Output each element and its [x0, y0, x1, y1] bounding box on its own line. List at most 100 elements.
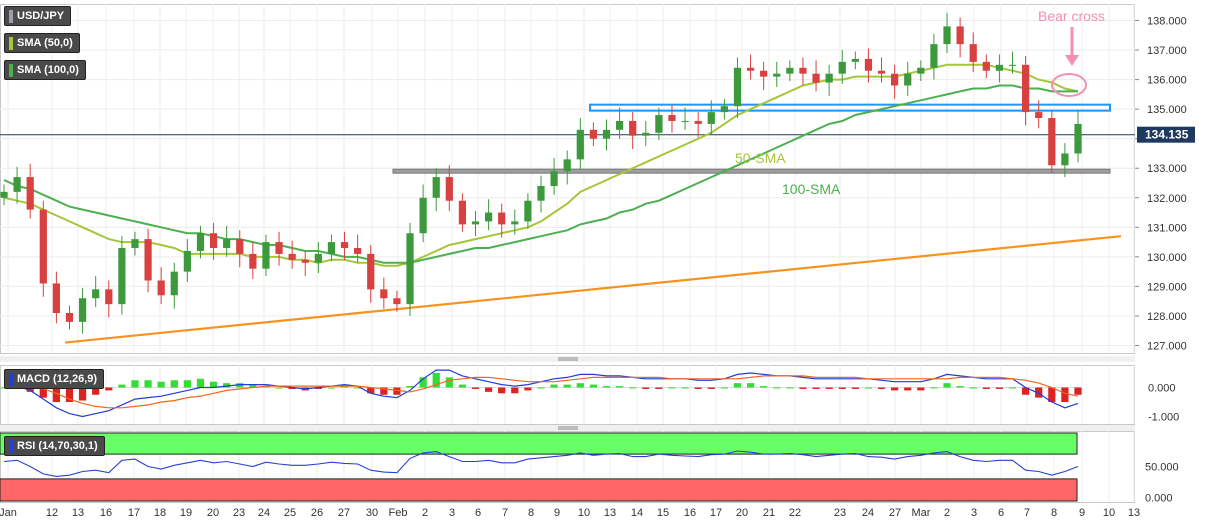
x-tick-label: 26: [311, 507, 323, 519]
candle-body: [917, 67, 925, 74]
x-tick-label: 3: [449, 507, 455, 519]
macd-histogram-bar: [812, 387, 820, 389]
candle-body: [223, 239, 231, 248]
x-tick-label: 21: [763, 507, 775, 519]
candle-body: [275, 242, 283, 254]
rsi-tag[interactable]: RSI (14,70,30,1): [4, 436, 105, 456]
macd-histogram-bar: [236, 383, 244, 388]
macd-histogram-bar: [445, 377, 453, 388]
macd-histogram-bar: [1035, 387, 1043, 398]
candle-body: [930, 44, 938, 68]
bear-cross-circle: [1051, 73, 1087, 97]
macd-histogram-bar: [1022, 387, 1030, 395]
y-tick-label: 132.000: [1147, 193, 1187, 205]
x-tick-label: 3: [971, 507, 977, 519]
rsi-tag-label: RSI (14,70,30,1): [17, 440, 98, 452]
candle-body: [1048, 118, 1056, 166]
x-tick-label: Jan: [0, 507, 17, 519]
macd-line: [3, 369, 1079, 418]
candle-body: [877, 70, 886, 74]
x-tick-label: 17: [710, 507, 722, 519]
macd-histogram-bar: [982, 387, 990, 389]
horizontal-levels: [0, 103, 1135, 174]
y-tick-label: 135.000: [1147, 104, 1187, 116]
price-tag[interactable]: USD/JPY: [4, 6, 72, 26]
macd-histogram-bar: [92, 387, 100, 395]
candle-body: [419, 197, 427, 234]
candle-body: [498, 212, 506, 225]
sma50-annotation: 50-SMA: [735, 150, 786, 166]
rsi-bands: [0, 432, 1078, 502]
candle-body: [786, 67, 794, 74]
macd-histogram-bar: [275, 387, 283, 389]
candle-body: [773, 73, 781, 77]
price-tag-label: USD/JPY: [17, 10, 65, 22]
macd-histogram-bar: [825, 387, 833, 389]
x-tick-label: 7: [502, 507, 508, 519]
trendlines: [64, 235, 1122, 344]
candle-body: [511, 221, 519, 225]
candle-body: [288, 253, 296, 260]
macd-histogram-bar: [26, 387, 34, 392]
macd-histogram-bar: [52, 387, 60, 402]
macd-histogram-bar: [183, 380, 191, 388]
y-tick-label: 136.000: [1147, 75, 1187, 87]
candle-body: [340, 242, 349, 248]
macd-y-tick-label: 0.000: [1148, 383, 1176, 395]
candle-body: [812, 73, 820, 83]
macd-histogram-bar: [105, 387, 113, 391]
macd-histogram-bar: [760, 386, 768, 388]
macd-histogram-bar: [930, 387, 938, 389]
x-tick-label: 24: [258, 507, 270, 519]
sma50-tag[interactable]: SMA (50,0): [4, 33, 80, 53]
ascending-trendline: [64, 235, 1122, 344]
macd-histogram-bar: [943, 383, 951, 388]
macd-histogram-bar: [615, 386, 624, 388]
macd-histogram-bar: [262, 386, 270, 388]
sma100-tag-label: SMA (100,0): [17, 64, 79, 76]
candle-body: [576, 129, 584, 160]
macd-tag[interactable]: MACD (12,26,9): [4, 369, 105, 389]
macd-histogram-bar: [406, 386, 414, 388]
candle-body: [471, 221, 480, 225]
candles: [0, 13, 1082, 334]
x-tick-label: 13: [72, 507, 84, 519]
macd-histogram-bar: [209, 381, 218, 388]
macd-histogram-bar: [537, 387, 545, 389]
y-tick-label: 133.000: [1147, 163, 1187, 175]
x-tick-label: 23: [233, 507, 245, 519]
x-tick-label: 24: [862, 507, 874, 519]
candle-body: [733, 67, 742, 107]
candle-body: [1008, 64, 1017, 66]
sma100-tag[interactable]: SMA (100,0): [4, 60, 86, 80]
rsi-y-tick-label: 50.000: [1145, 462, 1179, 474]
macd-histogram-bar: [904, 387, 912, 391]
current-price-box: [1137, 126, 1195, 143]
axes: 127.000128.000129.000130.000131.000132.0…: [0, 16, 1195, 519]
candle-body: [131, 239, 139, 248]
macd-histogram-bar: [485, 387, 493, 392]
candle-body: [406, 233, 414, 305]
bear-cross-arrow-head: [1065, 55, 1079, 66]
current-price-label: 134.135: [1145, 128, 1189, 142]
resistance-zone: [589, 103, 1111, 112]
x-tick-label: 27: [889, 507, 901, 519]
candle-body: [78, 298, 87, 322]
x-tick-label: 12: [46, 507, 58, 519]
y-tick-label: 138.000: [1147, 16, 1187, 28]
macd-histogram-bar: [838, 387, 846, 389]
candle-body: [629, 120, 637, 136]
candle-body: [485, 212, 493, 222]
macd-histogram-bar: [118, 384, 126, 388]
y-tick-label: 131.000: [1147, 222, 1187, 234]
candle-body: [458, 200, 467, 225]
macd-histogram-bar: [602, 386, 611, 388]
rsi-panel-marks: [3, 450, 1079, 477]
macd-histogram-bar: [354, 387, 362, 389]
sma100-line: [3, 84, 1078, 264]
candle-body: [537, 185, 545, 201]
macd-histogram-bar: [694, 387, 702, 389]
x-tick-label: 23: [834, 507, 846, 519]
x-tick-label: 18: [154, 507, 166, 519]
